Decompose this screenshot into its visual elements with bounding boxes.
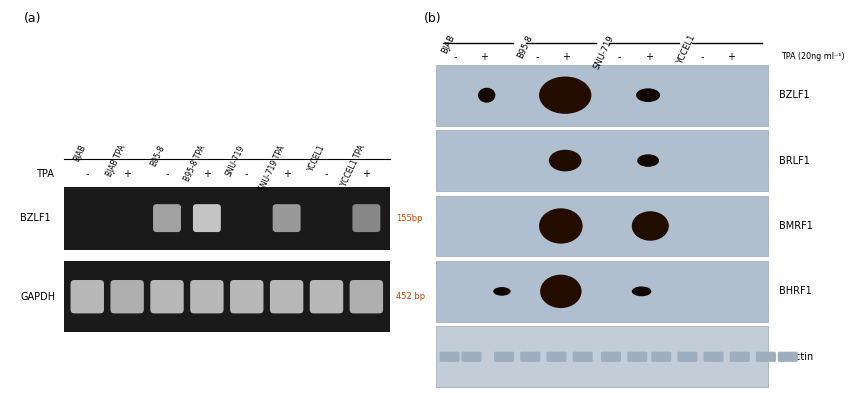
Text: YCCEL1 TPA: YCCEL1 TPA xyxy=(340,143,366,188)
FancyBboxPatch shape xyxy=(440,352,460,362)
FancyBboxPatch shape xyxy=(193,204,221,232)
Ellipse shape xyxy=(539,208,582,244)
FancyBboxPatch shape xyxy=(677,352,697,362)
Text: BHRF1: BHRF1 xyxy=(779,286,812,296)
Text: BJAB: BJAB xyxy=(72,143,87,163)
FancyBboxPatch shape xyxy=(730,352,750,362)
FancyBboxPatch shape xyxy=(461,352,481,362)
FancyBboxPatch shape xyxy=(350,280,383,314)
Text: 155bp: 155bp xyxy=(396,214,422,222)
FancyBboxPatch shape xyxy=(71,280,104,314)
Text: -: - xyxy=(700,52,703,62)
FancyBboxPatch shape xyxy=(546,352,567,362)
FancyBboxPatch shape xyxy=(756,352,776,362)
Text: B95-8: B95-8 xyxy=(516,33,535,60)
Ellipse shape xyxy=(493,287,511,296)
Text: +: + xyxy=(362,169,371,179)
Ellipse shape xyxy=(540,275,581,308)
Text: -: - xyxy=(165,169,168,179)
Ellipse shape xyxy=(632,286,651,296)
Ellipse shape xyxy=(632,211,669,241)
Text: +: + xyxy=(480,52,487,62)
FancyBboxPatch shape xyxy=(273,204,301,232)
FancyBboxPatch shape xyxy=(270,280,303,314)
Ellipse shape xyxy=(539,77,591,114)
FancyBboxPatch shape xyxy=(230,280,264,314)
FancyBboxPatch shape xyxy=(601,352,621,362)
Text: TPA: TPA xyxy=(36,169,54,179)
Text: +: + xyxy=(645,52,652,62)
Text: SNU-719 TPA: SNU-719 TPA xyxy=(257,143,287,192)
Text: BJAB: BJAB xyxy=(440,33,456,55)
Text: BRLF1: BRLF1 xyxy=(779,156,810,165)
Text: -: - xyxy=(325,169,328,179)
Text: BZLF1: BZLF1 xyxy=(21,213,51,223)
FancyBboxPatch shape xyxy=(150,280,184,314)
FancyBboxPatch shape xyxy=(651,352,671,362)
Text: -: - xyxy=(617,52,620,62)
Text: 452 bp: 452 bp xyxy=(396,292,425,301)
Text: -: - xyxy=(453,52,456,62)
Bar xyxy=(436,65,768,125)
FancyBboxPatch shape xyxy=(573,352,593,362)
Text: B95-8: B95-8 xyxy=(149,143,167,168)
FancyBboxPatch shape xyxy=(111,280,143,314)
FancyBboxPatch shape xyxy=(190,280,224,314)
Text: +: + xyxy=(727,52,735,62)
Text: BJAB TPA: BJAB TPA xyxy=(105,143,127,178)
Bar xyxy=(436,261,768,322)
Text: (a): (a) xyxy=(24,12,41,25)
Text: YCCEL1: YCCEL1 xyxy=(676,33,697,66)
Text: B95-8 TPA: B95-8 TPA xyxy=(182,143,206,182)
FancyBboxPatch shape xyxy=(153,204,181,232)
Text: +: + xyxy=(283,169,290,179)
FancyBboxPatch shape xyxy=(353,204,380,232)
Text: +: + xyxy=(562,52,570,62)
Text: -: - xyxy=(245,169,249,179)
FancyBboxPatch shape xyxy=(703,352,723,362)
Text: SNU-719: SNU-719 xyxy=(225,143,247,178)
Text: +: + xyxy=(124,169,131,179)
Text: BZLF1: BZLF1 xyxy=(779,90,810,100)
Text: -: - xyxy=(86,169,89,179)
Text: TPA (20ng ml⁻¹): TPA (20ng ml⁻¹) xyxy=(781,53,845,61)
Ellipse shape xyxy=(636,88,660,102)
Text: BMRF1: BMRF1 xyxy=(779,221,813,231)
Bar xyxy=(64,187,390,250)
FancyBboxPatch shape xyxy=(494,352,514,362)
Ellipse shape xyxy=(549,150,581,171)
FancyBboxPatch shape xyxy=(778,352,797,362)
FancyBboxPatch shape xyxy=(310,280,343,314)
Ellipse shape xyxy=(478,88,495,103)
Text: (b): (b) xyxy=(423,12,441,25)
Bar xyxy=(436,327,768,387)
Bar xyxy=(64,261,390,332)
FancyBboxPatch shape xyxy=(627,352,647,362)
Text: β-Actin: β-Actin xyxy=(779,352,813,362)
Text: SNU-719: SNU-719 xyxy=(592,33,615,70)
Text: GAPDH: GAPDH xyxy=(21,292,55,302)
Text: +: + xyxy=(203,169,211,179)
Text: -: - xyxy=(535,52,538,62)
Ellipse shape xyxy=(637,154,659,167)
Text: YCCEL1: YCCEL1 xyxy=(307,143,327,173)
Bar xyxy=(436,130,768,191)
Bar xyxy=(436,196,768,256)
FancyBboxPatch shape xyxy=(520,352,540,362)
